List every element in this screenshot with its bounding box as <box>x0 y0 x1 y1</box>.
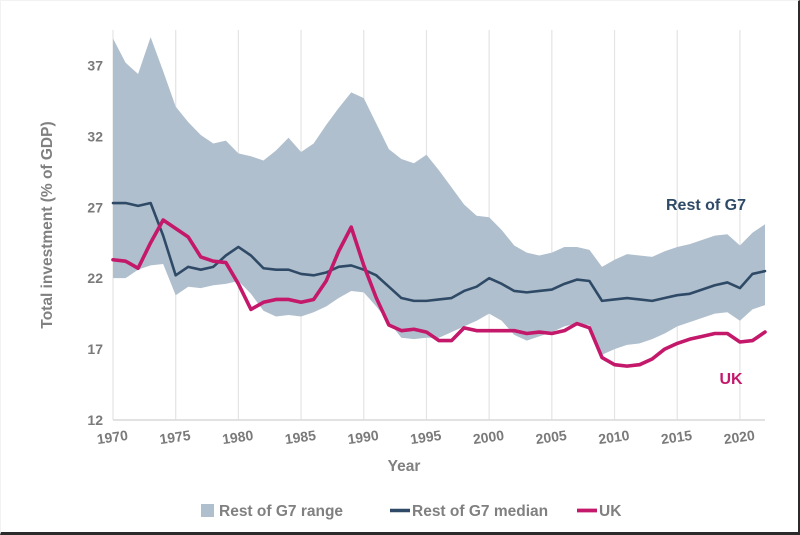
y-axis-tick-labels: 12 17 22 27 32 37 <box>87 57 103 428</box>
rest-of-g7-median-line <box>111 201 767 303</box>
y-tick-22: 22 <box>87 270 103 286</box>
x-tick-1970: 1970 <box>96 427 129 447</box>
legend-label-rest-of-g7-median: Rest of G7 median <box>412 503 548 520</box>
x-tick-1980: 1980 <box>221 427 254 447</box>
legend-swatch-rest-of-g7-range <box>201 504 214 517</box>
x-tick-1985: 1985 <box>284 427 317 447</box>
y-tick-37: 37 <box>87 57 103 73</box>
x-tick-1995: 1995 <box>409 427 442 447</box>
x-tick-2015: 2015 <box>660 427 693 447</box>
y-tick-32: 32 <box>87 128 103 144</box>
x-tick-1990: 1990 <box>347 427 380 447</box>
rest-of-g7-range-band <box>113 37 765 355</box>
x-axis-title: Year <box>388 458 421 475</box>
y-tick-27: 27 <box>87 199 103 215</box>
chart-legend: Rest of G7 range Rest of G7 median UK <box>201 503 622 520</box>
legend-label-rest-of-g7-range: Rest of G7 range <box>219 503 343 520</box>
uk-line <box>111 218 767 368</box>
annotation-rest-of-g7: Rest of G7 <box>666 197 746 214</box>
x-tick-2020: 2020 <box>723 427 756 447</box>
y-tick-12: 12 <box>87 412 103 428</box>
x-tick-2010: 2010 <box>597 427 630 447</box>
legend-label-uk: UK <box>599 503 622 520</box>
annotation-uk: UK <box>719 371 743 388</box>
x-tick-1975: 1975 <box>158 427 191 447</box>
x-tick-2000: 2000 <box>472 427 505 447</box>
y-tick-17: 17 <box>87 341 103 357</box>
x-axis-tick-labels: 1970 1975 1980 1985 1990 1995 2000 2005 2010 2015… <box>96 427 756 447</box>
x-tick-2005: 2005 <box>535 427 568 447</box>
y-axis-title: Total investment (% of GDP) <box>39 121 56 328</box>
